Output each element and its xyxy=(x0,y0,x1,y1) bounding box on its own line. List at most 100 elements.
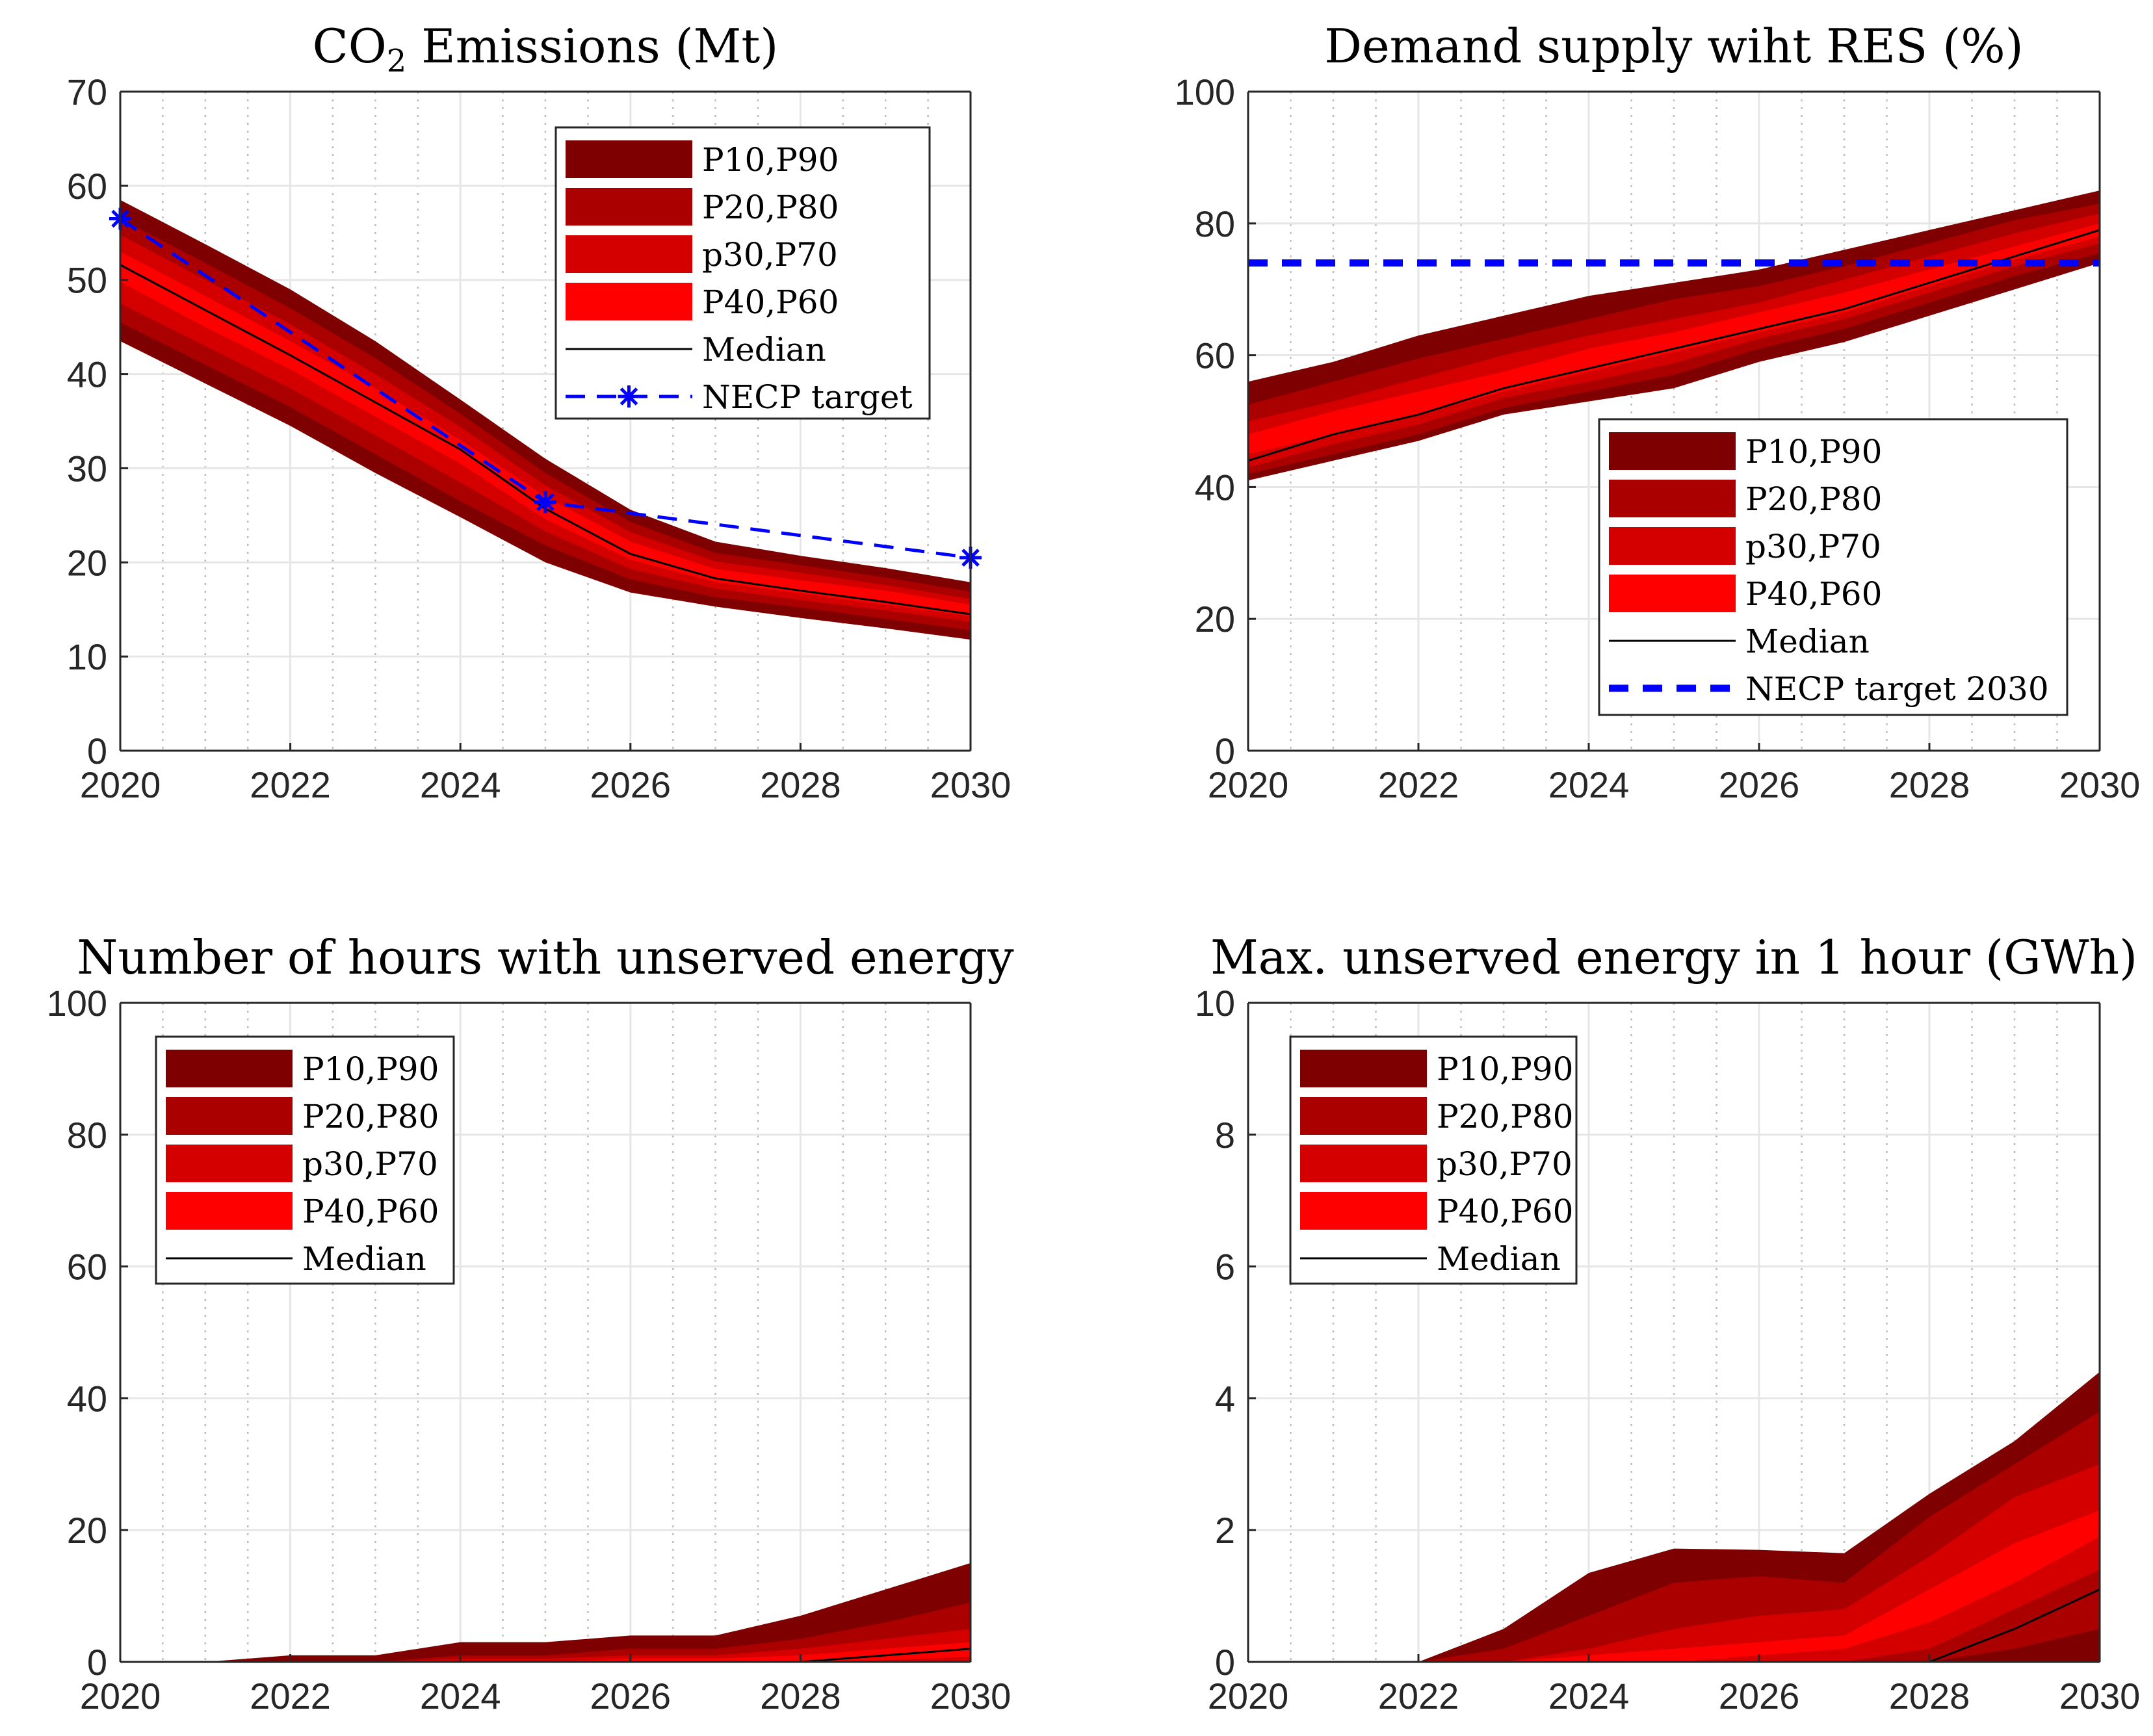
x-tick-label: 2024 xyxy=(420,1676,501,1717)
legend-swatch xyxy=(1300,1050,1427,1087)
legend-label: P20,P80 xyxy=(1437,1098,1573,1135)
x-tick-label: 2030 xyxy=(2059,764,2141,805)
y-tick-label: 80 xyxy=(67,1115,107,1156)
legend-label: P10,P90 xyxy=(702,141,839,179)
marker-stroke xyxy=(620,387,638,406)
x-tick-label: 2028 xyxy=(1889,1676,1970,1717)
legend-label: p30,P70 xyxy=(1745,528,1881,565)
median-line xyxy=(1247,229,2100,462)
legend-swatch xyxy=(1300,1145,1427,1182)
x-tick-label: 2022 xyxy=(250,764,331,805)
chart-co2-emissions: 2020 2022 2024 2026 2028 2030010203040506070C… xyxy=(67,19,1011,805)
band-p30-p70 xyxy=(120,1629,971,1662)
x-tick-label: 2026 xyxy=(1719,1676,1800,1717)
legend-label: P40,P60 xyxy=(302,1193,439,1230)
y-tick-label: 70 xyxy=(67,71,107,112)
y-tick-label: 0 xyxy=(87,731,107,771)
legend-label: P20,P80 xyxy=(1745,480,1882,518)
y-tick-label: 60 xyxy=(67,1247,107,1288)
chart-title: Max. unserved energy in 1 hour (GWh) xyxy=(1210,930,2137,985)
legend-swatch xyxy=(566,235,692,273)
chart-title: Demand supply wiht RES (%) xyxy=(1324,19,2023,73)
legend-swatch xyxy=(566,283,692,320)
legend-swatch xyxy=(1609,432,1736,470)
legend-label: p30,P70 xyxy=(1437,1145,1572,1183)
chart-title: Number of hours with unserved energy xyxy=(77,930,1014,985)
chart-unserved-hours: 2020 2022 2024 2026 2028 2030 0 20 40 60 80 100Numb… xyxy=(47,930,1014,1717)
legend-label: NECP target xyxy=(702,378,913,416)
legend-label: NECP target 2030 xyxy=(1745,670,2049,708)
x-tick-label: 2024 xyxy=(1548,764,1630,805)
legend-swatch xyxy=(1609,575,1736,612)
y-tick-label: 0 xyxy=(87,1642,107,1683)
legend-swatch xyxy=(166,1097,293,1135)
marker-stroke xyxy=(536,493,555,512)
legend-label: Median xyxy=(1745,623,1870,660)
legend-label: P10,P90 xyxy=(302,1050,439,1088)
legend-label: Median xyxy=(1437,1240,1561,1278)
x-tick-label: 2030 xyxy=(930,1676,1011,1717)
x-tick-label: 2028 xyxy=(760,764,841,805)
y-tick-label: 10 xyxy=(67,636,107,677)
y-tick-label: 50 xyxy=(67,260,107,301)
chart-title: CO2 Emissions (Mt) xyxy=(313,19,779,79)
x-tick-label: 2028 xyxy=(760,1676,841,1717)
chart-res-demand-supply: 2020 2022 2024 2026 2028 2030 0 20 40 60 80 100 Dema… xyxy=(1175,19,2141,805)
legend-label: p30,P70 xyxy=(702,236,838,274)
legend-label: P40,P60 xyxy=(1437,1193,1573,1230)
x-tick-label: 2028 xyxy=(1889,764,1970,805)
x-tick-label: 2022 xyxy=(250,1676,331,1717)
legend-swatch xyxy=(1609,527,1736,565)
legend: P10,P90 P20,P80 p30,P70 P40,P60 Median xyxy=(1289,1035,1578,1285)
y-tick-label: 0 xyxy=(1215,731,1235,771)
legend-swatch xyxy=(1300,1192,1427,1230)
band-p10-p90 xyxy=(120,1562,971,1662)
legend-swatch xyxy=(166,1192,293,1230)
y-tick-label: 80 xyxy=(1195,203,1235,244)
legend-label: Median xyxy=(702,331,826,369)
y-tick-label: 40 xyxy=(1195,467,1235,508)
x-tick-label: 2030 xyxy=(930,764,1011,805)
band-p40-p60 xyxy=(1248,223,2100,454)
legend: P10,P90 P20,P80 p30,P70 P40,P60 Median NECP t… xyxy=(555,126,931,420)
x-tick-label: 2024 xyxy=(1548,1676,1630,1717)
y-tick-label: 60 xyxy=(1195,335,1235,376)
y-tick-label: 100 xyxy=(1175,71,1235,112)
x-tick-label: 2022 xyxy=(1378,1676,1459,1717)
legend-swatch xyxy=(1609,480,1736,517)
y-tick-label: 60 xyxy=(67,166,107,207)
y-tick-label: 40 xyxy=(67,354,107,395)
necp-target-marker xyxy=(534,491,556,513)
x-tick-label: 2020 xyxy=(80,764,161,805)
x-tick-label: 2026 xyxy=(590,764,672,805)
y-tick-label: 20 xyxy=(1195,599,1235,640)
y-tick-label: 30 xyxy=(67,448,107,489)
legend-swatch xyxy=(1300,1097,1427,1135)
x-tick-label: 2022 xyxy=(1378,764,1459,805)
x-tick-label: 2030 xyxy=(2059,1676,2141,1717)
x-tick-label: 2020 xyxy=(80,1676,161,1717)
y-tick-label: 100 xyxy=(47,983,107,1024)
legend-label: Median xyxy=(302,1240,426,1278)
legend: P10,P90 P20,P80 p30,P70 P40,P60 Median NECP t… xyxy=(1598,418,2068,716)
y-tick-label: 20 xyxy=(67,1510,107,1551)
x-tick-label: 2024 xyxy=(420,764,501,805)
legend-label: P40,P60 xyxy=(1745,575,1882,613)
legend-label: P10,P90 xyxy=(1745,433,1882,471)
legend-swatch xyxy=(166,1050,293,1087)
legend-target-marker xyxy=(618,385,640,408)
legend-swatch xyxy=(166,1145,293,1182)
band-p20-p80 xyxy=(120,1602,971,1662)
legend-swatch xyxy=(566,188,692,226)
legend: P10,P90 P20,P80 p30,P70 P40,P60 Median xyxy=(155,1035,455,1285)
x-tick-label: 2020 xyxy=(1208,1676,1289,1717)
y-tick-label: 6 xyxy=(1215,1247,1235,1288)
legend-label: P40,P60 xyxy=(702,283,839,321)
x-tick-label: 2026 xyxy=(1719,764,1800,805)
legend-label: P20,P80 xyxy=(702,188,839,226)
x-tick-label: 2026 xyxy=(590,1676,672,1717)
legend-label: P20,P80 xyxy=(302,1098,439,1135)
y-tick-label: 4 xyxy=(1215,1378,1235,1419)
